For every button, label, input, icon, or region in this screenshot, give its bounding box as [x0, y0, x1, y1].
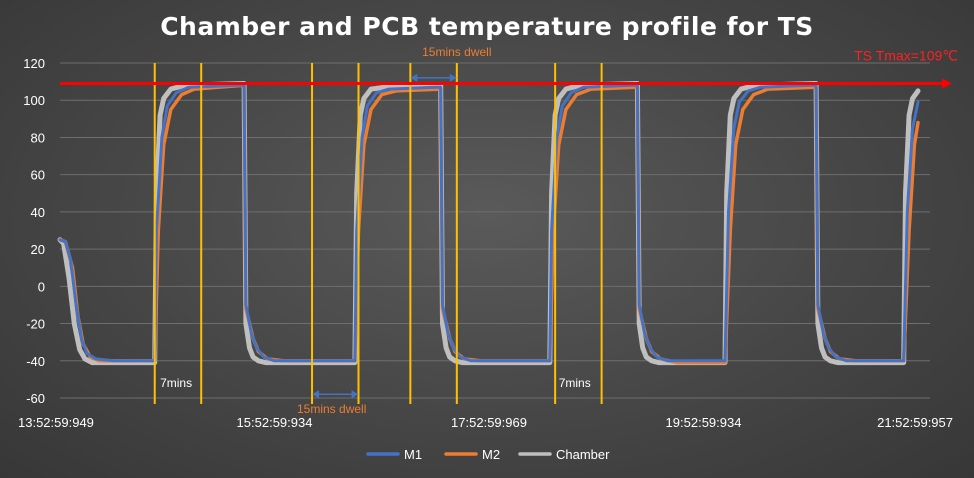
chart-title: Chamber and PCB temperature profile for … [160, 12, 814, 41]
x-axis-ticks: 13:52:59:949 15:52:59:934 17:52:59:969 19:5… [18, 415, 953, 430]
annotation-dwell-top: 15mins dwell [422, 45, 491, 59]
tmax-label: TS Tmax=109℃ [854, 47, 958, 63]
series-lines [57, 81, 921, 366]
y-axis-ticks: -60 -40 -20 0 20 40 60 80 100 120 [23, 56, 45, 406]
annotation-dwell-bottom: 15mins dwell [297, 402, 366, 416]
tmax-group: TS Tmax=109℃ [60, 47, 958, 89]
dwell-arrowhead-right [351, 390, 359, 399]
y-tick-label: 60 [31, 168, 45, 183]
y-tick-label: -20 [26, 317, 45, 332]
y-tick-label: 100 [23, 93, 45, 108]
annotations: 15mins dwell 15mins dwell 7mins 7mins [160, 45, 591, 416]
dwell-arrowhead-left [312, 390, 320, 399]
series-line-m2 [58, 83, 920, 365]
y-tick-label: 40 [31, 205, 45, 220]
x-tick-label: 17:52:59:969 [451, 415, 527, 430]
legend-label-m1: M1 [404, 447, 422, 462]
y-tick-label: -60 [26, 391, 45, 406]
y-tick-label: 20 [31, 242, 45, 257]
x-tick-label: 21:52:59:957 [877, 415, 953, 430]
y-tick-label: -40 [26, 354, 45, 369]
x-tick-label: 13:52:59:949 [18, 415, 94, 430]
legend-label-chamber: Chamber [556, 447, 610, 462]
gridlines [60, 62, 930, 399]
y-tick-label: 0 [38, 279, 45, 294]
series-line-chamber [57, 81, 921, 366]
vertical-markers [153, 63, 603, 404]
legend-label-m2: M2 [482, 447, 500, 462]
dwell-arrowhead-right [449, 73, 457, 82]
tmax-arrowhead [942, 78, 952, 89]
dwell-arrows [312, 73, 457, 399]
y-tick-label: 120 [23, 56, 45, 71]
annotation-7mins-left: 7mins [160, 376, 192, 390]
series-line-m1 [58, 83, 920, 363]
x-tick-label: 15:52:59:934 [237, 415, 313, 430]
x-tick-label: 19:52:59:934 [666, 415, 742, 430]
y-tick-label: 80 [31, 130, 45, 145]
dwell-arrowhead-left [410, 73, 418, 82]
legend: M1 M2 Chamber [366, 447, 610, 462]
annotation-7mins-right: 7mins [559, 376, 591, 390]
